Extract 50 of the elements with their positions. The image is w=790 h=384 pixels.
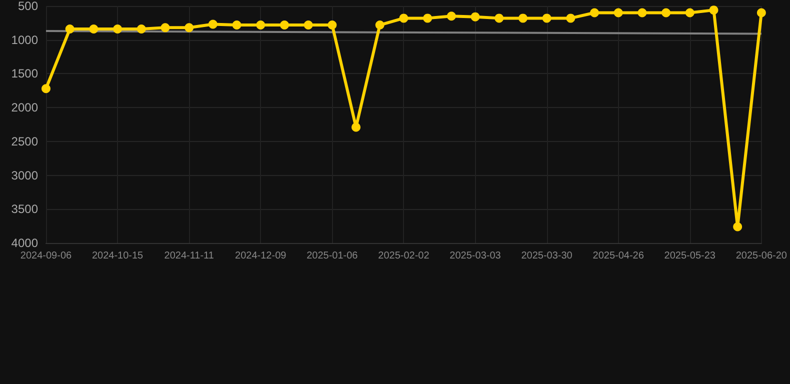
point: [542, 14, 552, 23]
x-tick-label: 2025-03-30: [521, 250, 573, 262]
point: [113, 24, 122, 34]
y-tick-label: 3000: [11, 168, 38, 182]
point: [518, 14, 528, 23]
point: [566, 14, 576, 23]
point: [208, 20, 218, 29]
point: [184, 23, 194, 32]
y-tick-label: 500: [18, 0, 38, 13]
point: [446, 12, 456, 21]
y-tick-label: 1500: [11, 66, 38, 81]
x-tick-label: 2024-12-09: [235, 250, 287, 262]
point: [136, 24, 146, 34]
x-tick-label: 2025-02-02: [378, 250, 430, 262]
x-tick-label: 2024-09-06: [20, 250, 72, 262]
point: [590, 8, 599, 18]
y-tick-label: 4000: [11, 236, 38, 250]
point: [423, 14, 432, 23]
x-tick-label: 2024-11-11: [164, 250, 214, 262]
point: [89, 24, 98, 34]
point: [756, 8, 766, 18]
point: [685, 8, 694, 18]
point: [280, 20, 289, 30]
point: [256, 20, 266, 30]
x-tick-label: 2025-01-06: [306, 250, 358, 262]
point: [352, 122, 361, 132]
point: [662, 8, 671, 18]
point: [470, 12, 480, 22]
point: [304, 20, 313, 30]
point: [375, 20, 384, 30]
x-tick-label: 2025-05-23: [664, 250, 716, 262]
y-tick-label: 2000: [11, 100, 38, 115]
x-tick-label: 2024-10-15: [92, 250, 144, 262]
x-tick-label: 2025-06-20: [736, 250, 788, 262]
point: [42, 84, 50, 94]
y-tick-label: 2500: [11, 134, 38, 148]
point: [160, 23, 170, 32]
point: [65, 24, 74, 34]
point: [328, 20, 337, 30]
point: [733, 222, 742, 232]
x-tick-label: 2025-04-26: [592, 250, 644, 262]
y-tick-label: 1000: [11, 32, 38, 47]
point: [232, 20, 242, 30]
y-tick-label: 3500: [11, 202, 38, 216]
point: [614, 8, 623, 18]
x-tick-label: 2025-03-03: [450, 250, 502, 262]
point: [494, 14, 504, 23]
point: [709, 6, 718, 15]
point: [638, 8, 647, 18]
point: [399, 14, 408, 23]
